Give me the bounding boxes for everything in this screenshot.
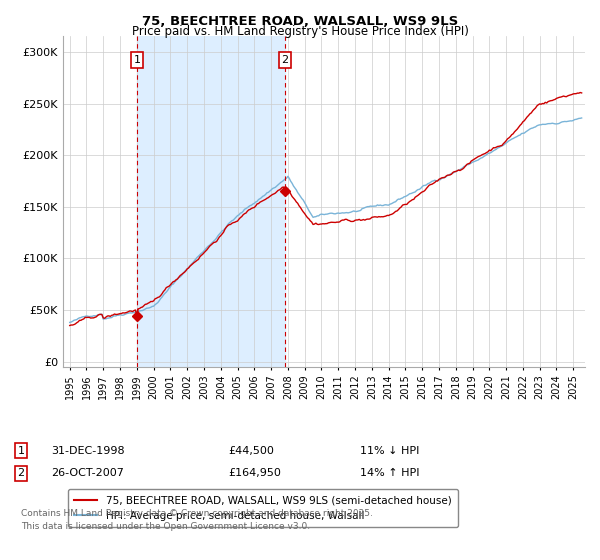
- Text: 14% ↑ HPI: 14% ↑ HPI: [360, 468, 419, 478]
- Text: 2: 2: [281, 55, 289, 65]
- Text: Price paid vs. HM Land Registry's House Price Index (HPI): Price paid vs. HM Land Registry's House …: [131, 25, 469, 38]
- Text: £164,950: £164,950: [228, 468, 281, 478]
- Text: 11% ↓ HPI: 11% ↓ HPI: [360, 446, 419, 456]
- Text: 26-OCT-2007: 26-OCT-2007: [51, 468, 124, 478]
- Bar: [137, 36, 285, 367]
- Text: 31-DEC-1998: 31-DEC-1998: [51, 446, 125, 456]
- Legend: 75, BEECHTREE ROAD, WALSALL, WS9 9LS (semi-detached house), HPI: Average price, : 75, BEECHTREE ROAD, WALSALL, WS9 9LS (se…: [68, 489, 458, 527]
- Text: 75, BEECHTREE ROAD, WALSALL, WS9 9LS: 75, BEECHTREE ROAD, WALSALL, WS9 9LS: [142, 15, 458, 27]
- Title: 75, BEECHTREE ROAD, WALSALL, WS9 9LS
Price paid vs. HM Land Registry's House Pri: 75, BEECHTREE ROAD, WALSALL, WS9 9LS Pri…: [0, 559, 1, 560]
- Text: This data is licensed under the Open Government Licence v3.0.: This data is licensed under the Open Gov…: [21, 522, 310, 531]
- Text: 1: 1: [17, 446, 25, 456]
- Text: 2: 2: [17, 468, 25, 478]
- Text: Contains HM Land Registry data © Crown copyright and database right 2025.: Contains HM Land Registry data © Crown c…: [21, 509, 373, 518]
- Text: £44,500: £44,500: [228, 446, 274, 456]
- Text: 1: 1: [133, 55, 140, 65]
